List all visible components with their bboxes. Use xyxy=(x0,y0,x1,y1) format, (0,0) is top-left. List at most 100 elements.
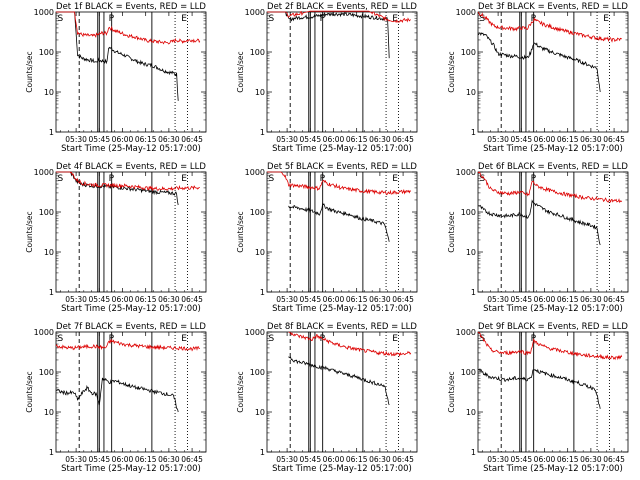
x-tick-label: 05:30 xyxy=(65,135,87,144)
y-tick-label: 1 xyxy=(49,288,54,297)
panel-9: Det 9f BLACK = Events, RED = LLD 1 10 100 10… xyxy=(447,322,628,474)
y-axis-label: Counts/sec xyxy=(25,371,34,412)
panel-title: Det 8f BLACK = Events, RED = LLD xyxy=(267,322,417,332)
x-tick-label: 06:15 xyxy=(135,295,157,304)
plot-frame xyxy=(55,11,207,133)
y-tick-label: 1000 xyxy=(245,328,265,337)
y-tick-label: 10 xyxy=(44,408,54,417)
y-tick-label: 1000 xyxy=(245,168,265,177)
x-tick-label: 06:15 xyxy=(135,455,157,464)
series-lld xyxy=(55,338,200,352)
x-tick-label: 06:00 xyxy=(323,295,345,304)
panel-title: Det 5f BLACK = Events, RED = LLD xyxy=(267,162,417,172)
x-tick-label: 06:30 xyxy=(580,455,602,464)
y-tick-label: 10 xyxy=(255,248,265,257)
x-tick-label: 06:00 xyxy=(534,295,556,304)
y-tick-label: 1000 xyxy=(456,328,476,337)
x-tick-label: 05:45 xyxy=(88,455,110,464)
y-tick-label: 10 xyxy=(44,248,54,257)
x-tick-label: 06:45 xyxy=(392,455,414,464)
panel-8: Det 8f BLACK = Events, RED = LLD 1 10 100 10… xyxy=(236,322,417,474)
plot-frame xyxy=(266,331,418,453)
y-tick-label: 10 xyxy=(255,408,265,417)
marker-p: P xyxy=(109,174,115,184)
x-tick-label: 06:45 xyxy=(181,135,203,144)
x-tick-label: 05:45 xyxy=(510,455,532,464)
plot-frame xyxy=(266,171,418,293)
panel-5: Det 5f BLACK = Events, RED = LLD 1 10 100 10… xyxy=(236,162,417,314)
marker-e: E xyxy=(603,14,609,24)
marker-e: E xyxy=(392,334,398,344)
x-axis-label: Start Time (25-May-12 05:17:00) xyxy=(483,144,623,154)
y-axis-label: Counts/sec xyxy=(447,371,456,412)
plot-frame xyxy=(477,11,629,133)
x-tick-label: 05:30 xyxy=(65,455,87,464)
series-events xyxy=(56,377,179,413)
x-axis-label: Start Time (25-May-12 05:17:00) xyxy=(61,144,201,154)
x-tick-label: 06:45 xyxy=(392,295,414,304)
series-lld xyxy=(267,10,411,23)
series-events xyxy=(477,199,601,246)
panel-title: Det 7f BLACK = Events, RED = LLD xyxy=(56,322,206,332)
y-tick-label: 1 xyxy=(49,448,54,457)
x-tick-label: 05:30 xyxy=(65,295,87,304)
panel-title: Det 1f BLACK = Events, RED = LLD xyxy=(56,2,206,12)
y-tick-label: 1000 xyxy=(34,328,54,337)
x-tick-label: 06:45 xyxy=(181,455,203,464)
x-tick-label: 06:00 xyxy=(534,135,556,144)
panel-title: Det 9f BLACK = Events, RED = LLD xyxy=(478,322,628,332)
x-tick-label: 06:15 xyxy=(346,295,368,304)
x-axis-label: Start Time (25-May-12 05:17:00) xyxy=(61,304,201,314)
x-tick-label: 05:45 xyxy=(88,135,110,144)
panel-title: Det 4f BLACK = Events, RED = LLD xyxy=(56,162,206,172)
panel-title: Det 2f BLACK = Events, RED = LLD xyxy=(267,2,417,12)
marker-s: S xyxy=(269,174,275,184)
series-lld xyxy=(477,331,623,361)
x-axis-label: Start Time (25-May-12 05:17:00) xyxy=(272,304,412,314)
y-tick-label: 100 xyxy=(250,208,265,217)
y-tick-label: 1000 xyxy=(245,8,265,17)
y-tick-label: 100 xyxy=(250,368,265,377)
x-tick-label: 06:00 xyxy=(112,135,134,144)
plot-frame xyxy=(477,331,629,453)
x-tick-label: 05:45 xyxy=(299,295,321,304)
x-tick-label: 06:45 xyxy=(603,295,625,304)
marker-e: E xyxy=(603,174,609,184)
x-tick-label: 06:15 xyxy=(346,455,368,464)
y-tick-label: 1000 xyxy=(34,168,54,177)
panel-3: Det 3f BLACK = Events, RED = LLD 1 10 100 10… xyxy=(447,2,628,154)
x-tick-label: 05:30 xyxy=(487,135,509,144)
plot-frame xyxy=(55,171,207,293)
marker-e: E xyxy=(181,14,187,24)
y-tick-label: 100 xyxy=(39,48,54,57)
marker-e: E xyxy=(392,14,398,24)
y-tick-label: 1 xyxy=(260,128,265,137)
x-tick-label: 06:15 xyxy=(346,135,368,144)
x-tick-label: 05:30 xyxy=(487,455,509,464)
series-lld xyxy=(56,171,200,192)
marker-s: S xyxy=(58,14,64,24)
x-tick-label: 06:15 xyxy=(557,455,579,464)
x-tick-label: 06:15 xyxy=(557,295,579,304)
marker-s: S xyxy=(269,14,275,24)
y-axis-label: Counts/sec xyxy=(447,51,456,92)
plot-frame xyxy=(477,171,629,293)
y-tick-label: 10 xyxy=(466,248,476,257)
y-tick-label: 1 xyxy=(49,128,54,137)
x-tick-label: 05:30 xyxy=(276,135,298,144)
x-axis-label: Start Time (25-May-12 05:17:00) xyxy=(483,464,623,474)
x-tick-label: 05:30 xyxy=(487,295,509,304)
x-tick-label: 05:30 xyxy=(276,295,298,304)
panel-4: Det 4f BLACK = Events, RED = LLD 1 10 100 10… xyxy=(25,162,206,314)
x-tick-label: 06:45 xyxy=(603,455,625,464)
series-events xyxy=(267,11,390,59)
marker-s: S xyxy=(269,334,275,344)
panel-title: Det 3f BLACK = Events, RED = LLD xyxy=(478,2,628,12)
panel-2: Det 2f BLACK = Events, RED = LLD 1 10 100 10… xyxy=(236,2,417,154)
x-tick-label: 06:30 xyxy=(369,455,391,464)
x-axis-label: Start Time (25-May-12 05:17:00) xyxy=(272,144,412,154)
y-tick-label: 1 xyxy=(260,288,265,297)
marker-e: E xyxy=(181,334,187,344)
series-events xyxy=(288,202,390,242)
